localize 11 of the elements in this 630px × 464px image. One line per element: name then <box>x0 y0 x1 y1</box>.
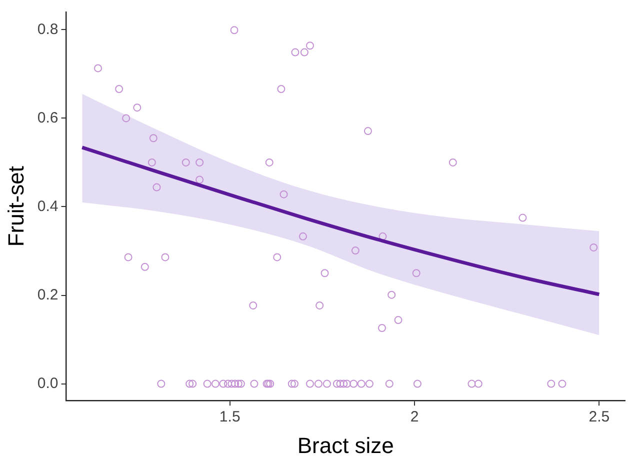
y-axis-title: Fruit-set <box>3 166 28 247</box>
x-tick-label: 2.5 <box>588 408 610 426</box>
x-tick-label: 2 <box>410 408 419 426</box>
y-tick-label: 0.2 <box>37 286 58 304</box>
x-axis-title: Bract size <box>297 432 394 458</box>
y-tick-label: 0.8 <box>37 20 58 38</box>
y-tick-label: 0.6 <box>37 109 58 126</box>
x-tick-label: 1.5 <box>219 408 240 426</box>
y-tick-label: 0.0 <box>37 374 58 392</box>
y-tick-label: 0.4 <box>37 198 58 215</box>
line-series <box>80 146 601 296</box>
